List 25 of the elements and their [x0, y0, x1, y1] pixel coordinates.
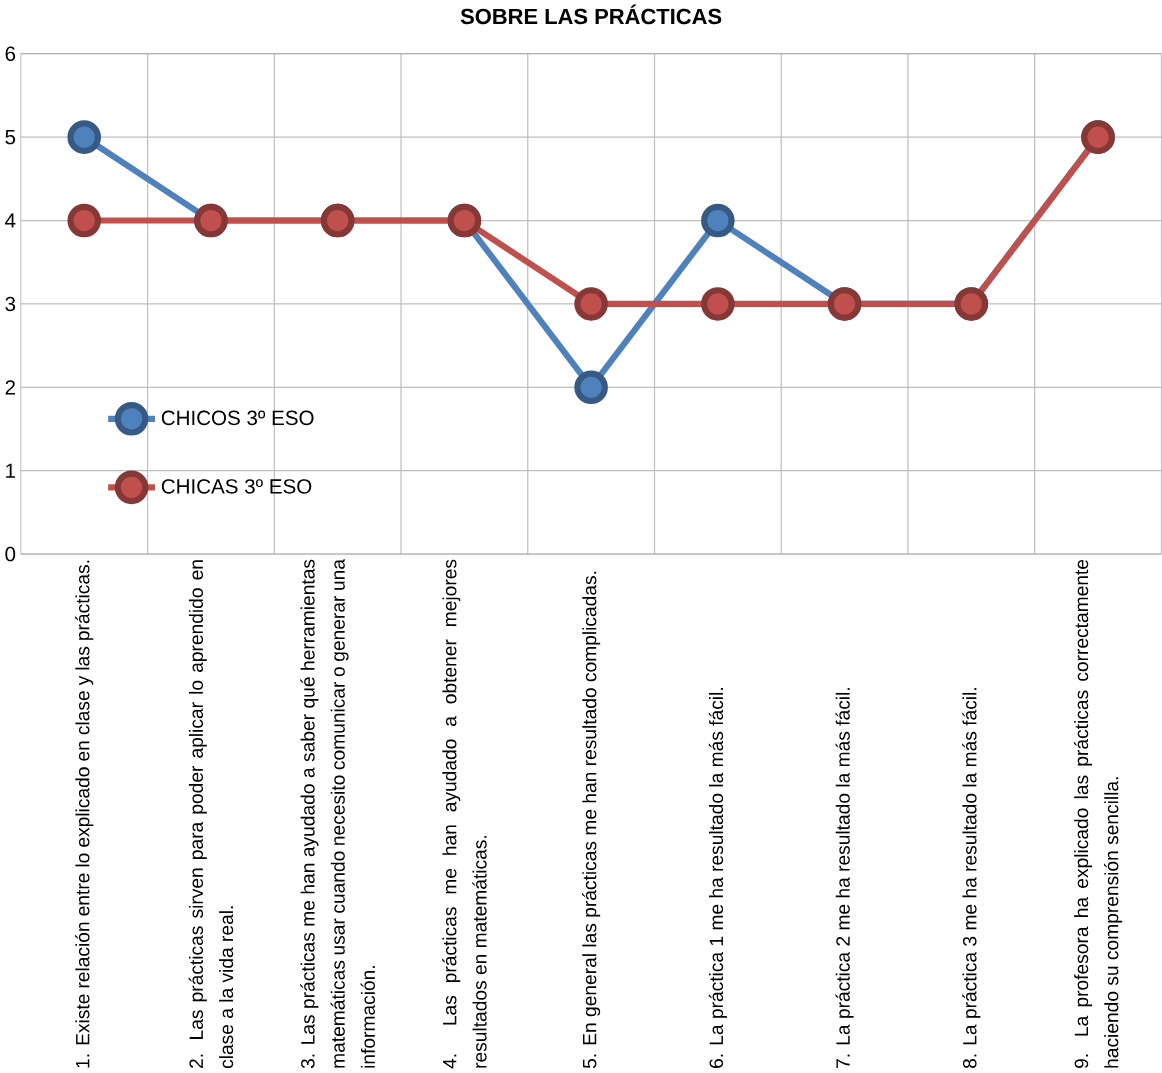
x-tick-label: 7. La práctica 2 me ha resultado la más fácil.: [835, 687, 854, 1068]
x-tick-label: 8. La práctica 3 me ha resultado la más fácil.: [962, 687, 981, 1068]
y-tick-label: 2: [5, 379, 15, 395]
chart-title: SOBRE LAS PRÁCTICAS: [460, 4, 722, 25]
legend-label: CHICOS 3º ESO: [161, 410, 314, 425]
legend-label: CHICAS 3º ESO: [161, 478, 312, 494]
y-tick-label: 1: [6, 463, 15, 478]
y-tick-label: 4: [5, 213, 16, 228]
x-tick-label: 6. La práctica 1 me ha resultado la más fácil.: [708, 687, 727, 1068]
point: [701, 203, 735, 238]
y-tick-label: 6: [5, 46, 16, 61]
point: [574, 286, 608, 321]
point: [701, 286, 735, 321]
x-tick-label: 4. Las prácticas me han ayudado a obtener mejores resultados en matemáticas.: [442, 559, 487, 1069]
x-tick-label: 1. Existe relación entre lo explicado en clase y las prácticas.: [75, 560, 94, 1068]
point: [574, 370, 608, 404]
y-tick-label: 0: [5, 546, 16, 562]
x-tick-label: 9. La profesora ha explicado las prácticas correctamente haciendo su comprensión sencilla.: [1073, 559, 1123, 1068]
y-tick-label: 3: [5, 296, 16, 311]
x-tick-label: 2. Las prácticas sirven para poder aplicar lo aprendido en clase a la vida real.: [188, 560, 234, 1068]
y-tick-label: 5: [5, 129, 16, 145]
point: [67, 120, 102, 154]
x-tick-label: 3. Las prácticas me han ayudado a saber qué herramientas matemáticas usar cuando necesito comunicar o generar una información.: [300, 558, 375, 1068]
point: [67, 203, 102, 238]
x-tick-label: 5. En general las prácticas me han resultado complicadas.: [582, 571, 601, 1068]
